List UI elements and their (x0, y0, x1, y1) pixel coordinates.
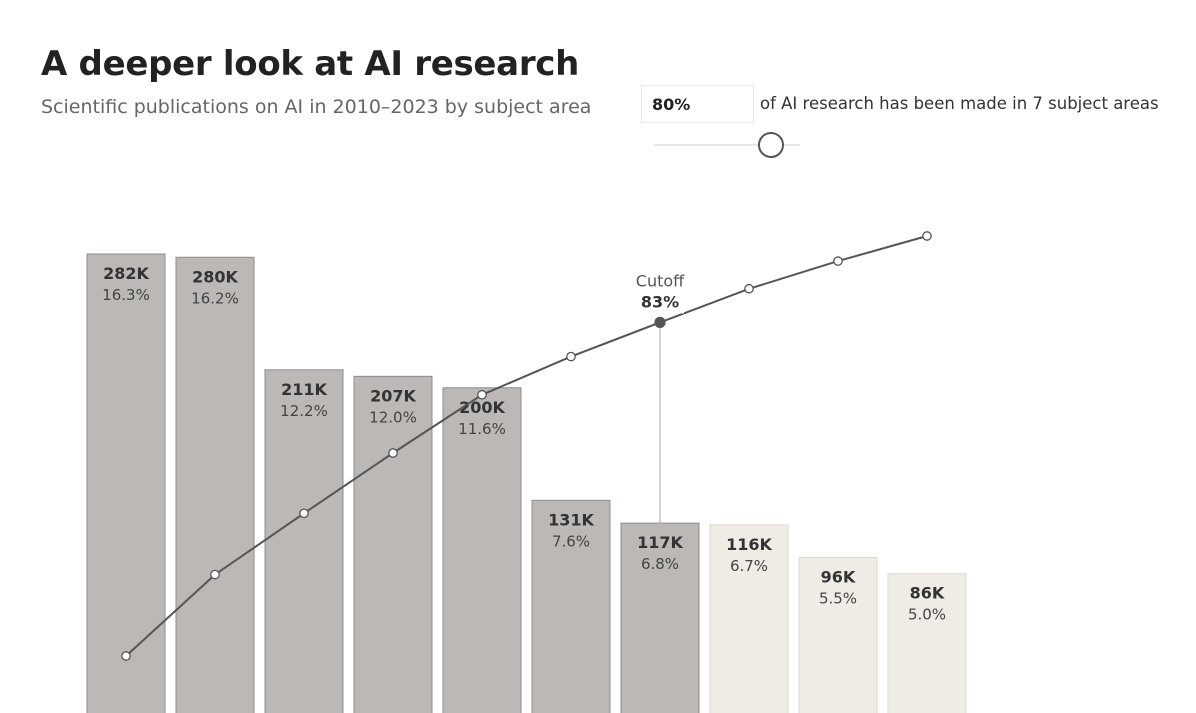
cutoff-value-background (636, 291, 684, 314)
bar (531, 499, 611, 713)
bar-value-label: 207K (370, 386, 416, 405)
bar-share-label: 16.3% (102, 286, 150, 304)
bar-value-label: 282K (103, 264, 149, 283)
bar-value-label: 131K (548, 510, 594, 529)
bar-value-label: 200K (459, 398, 505, 417)
bar (86, 253, 166, 713)
slider-track[interactable] (654, 144, 800, 146)
bar-share-label: 5.5% (819, 589, 857, 607)
bar-value-label: 117K (637, 533, 683, 552)
bar-share-label: 6.8% (641, 555, 679, 573)
cumulative-point (744, 283, 754, 294)
cumulative-point (210, 569, 220, 580)
threshold-input[interactable]: 80% (641, 85, 754, 123)
cumulative-point (833, 256, 843, 266)
bar-share-label: 11.6% (458, 420, 506, 438)
page-title: A deeper look at AI research (41, 44, 580, 84)
threshold-slider[interactable] (654, 132, 800, 158)
bar (887, 573, 967, 713)
bar (175, 256, 255, 713)
cumulative-point (299, 508, 309, 519)
cumulative-point (922, 231, 932, 241)
bar-share-label: 7.6% (552, 532, 590, 550)
bar (798, 556, 878, 713)
bar-labels: 282K 16.3% 280K 16.2% 211K 12.2% 207K 12.0% 200K… (102, 264, 946, 624)
cumulative-point (566, 351, 576, 362)
bar-value-label: 96K (821, 567, 856, 586)
bar (709, 524, 789, 713)
page-subtitle: Scientific publications on AI in 2010–20… (41, 96, 592, 118)
cutoff-label: Cutoff (636, 271, 685, 290)
cumulative-point (477, 389, 487, 400)
cumulative-point (121, 651, 131, 661)
bar-share-label: 16.2% (191, 289, 239, 307)
cutoff-point (654, 316, 666, 329)
cumulative-line-group (121, 231, 932, 661)
bar-value-label: 211K (281, 380, 327, 399)
bar-value-label: 280K (192, 267, 238, 286)
bar (442, 387, 522, 713)
cumulative-point (388, 448, 398, 458)
cutoff-value: 83% (641, 292, 679, 311)
threshold-caption: of AI research has been made in 7 subjec… (760, 94, 1159, 113)
bar-share-label: 12.2% (280, 402, 328, 420)
bar-share-label: 5.0% (908, 606, 946, 624)
cumulative-line (125, 235, 928, 657)
bar-value-label: 116K (726, 535, 772, 554)
bar (264, 369, 344, 713)
slider-thumb[interactable] (757, 132, 784, 158)
bar (353, 375, 433, 713)
bar-share-label: 12.0% (369, 408, 417, 426)
bar-share-label: 6.7% (730, 557, 768, 575)
bar-value-label: 86K (910, 584, 945, 603)
bars (86, 253, 967, 713)
